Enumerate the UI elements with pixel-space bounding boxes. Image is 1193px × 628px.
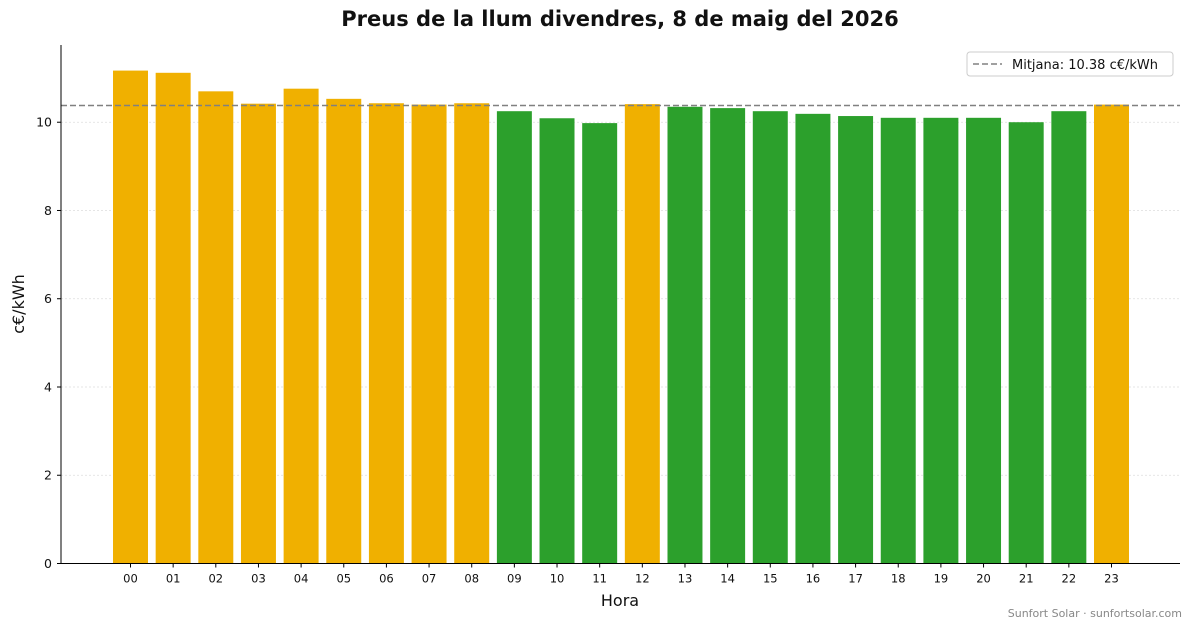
bar-01	[155, 72, 191, 564]
x-tick-label: 20	[976, 572, 991, 586]
x-tick-label: 16	[806, 572, 821, 586]
bar-23	[1094, 104, 1129, 564]
y-tick-label: 0	[44, 556, 52, 571]
x-tick-label: 05	[336, 572, 351, 586]
bars-group	[113, 70, 1129, 564]
bar-00	[113, 70, 148, 564]
bar-13	[667, 106, 703, 564]
bar-04	[283, 88, 319, 564]
x-tick-label: 08	[464, 572, 479, 586]
bar-05	[326, 98, 362, 564]
x-tick-label: 12	[635, 572, 650, 586]
axes	[60, 45, 1180, 564]
x-tick-label: 09	[507, 572, 522, 586]
y-tick-label: 2	[44, 468, 52, 483]
x-tick-label: 02	[208, 572, 223, 586]
x-tick-label: 19	[934, 572, 949, 586]
bar-20	[966, 117, 1002, 564]
chart-title: Preus de la llum divendres, 8 de maig de…	[341, 7, 898, 31]
bar-16	[795, 113, 831, 564]
x-tick-label: 14	[720, 572, 735, 586]
x-tick-label: 01	[166, 572, 181, 586]
bar-03	[240, 103, 276, 564]
bar-06	[368, 103, 404, 564]
x-tick-label: 00	[123, 572, 138, 586]
bar-02	[198, 91, 234, 564]
bar-21	[1008, 122, 1044, 564]
x-tick-label: 10	[550, 572, 565, 586]
bar-07	[411, 104, 447, 564]
y-axis-label: c€/kWh	[9, 274, 28, 334]
bar-22	[1051, 111, 1087, 564]
legend: Mitjana: 10.38 c€/kWh	[966, 51, 1174, 77]
x-tick-label: 06	[379, 572, 394, 586]
x-tick-label: 13	[678, 572, 693, 586]
x-tick-label: 15	[763, 572, 778, 586]
bar-08	[454, 103, 490, 564]
bar-09	[496, 111, 532, 564]
x-tick-label: 11	[592, 572, 607, 586]
x-axis-label: Hora	[601, 591, 639, 610]
bar-14	[710, 108, 746, 564]
x-tick-label: 18	[891, 572, 906, 586]
y-tick-label: 6	[44, 291, 52, 306]
y-tick-label: 8	[44, 203, 52, 218]
y-tick-label: 10	[36, 115, 52, 130]
x-tick-label: 21	[1019, 572, 1034, 586]
bar-11	[582, 123, 618, 564]
y-tick-label: 4	[44, 379, 52, 394]
legend-entry-mean: Mitjana: 10.38 c€/kWh	[1012, 58, 1158, 73]
x-tick-label: 22	[1062, 572, 1077, 586]
legend-box	[966, 51, 1174, 77]
x-tick-label: 04	[294, 572, 309, 586]
x-tick-label: 07	[422, 572, 437, 586]
bar-15	[752, 111, 788, 564]
x-tick-label: 23	[1104, 572, 1119, 586]
bar-18	[880, 117, 916, 564]
x-ticks: 00 01 02 03 04 05 06 07 08 09 10 11 12 13 14 15 16 17 18 19…	[123, 563, 1119, 586]
footer-credit: Sunfort Solar · sunfortsolar.com	[1008, 607, 1182, 620]
bar-10	[539, 118, 575, 564]
y-ticks: 0 2 4 6 8 10	[36, 115, 61, 571]
bar-12	[624, 104, 660, 564]
bar-17	[838, 116, 874, 564]
x-tick-label: 03	[251, 572, 266, 586]
bar-19	[923, 117, 959, 564]
x-tick-label: 17	[848, 572, 863, 586]
